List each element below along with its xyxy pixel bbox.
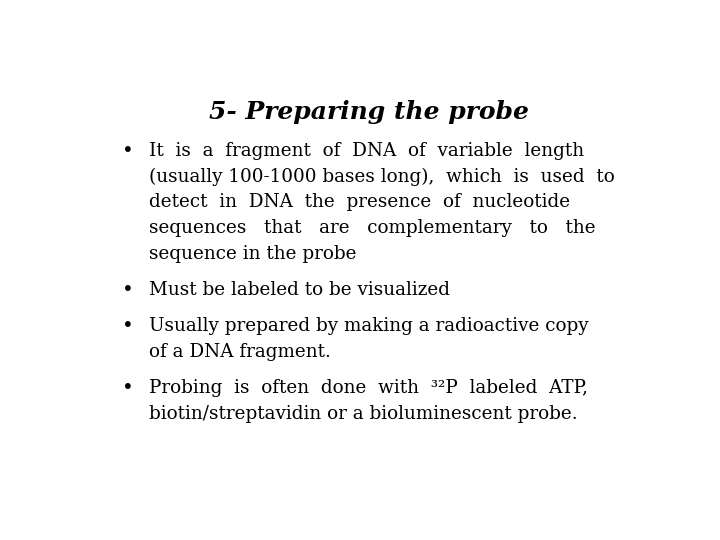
Text: biotin/streptavidin or a bioluminescent probe.: biotin/streptavidin or a bioluminescent … (148, 405, 577, 423)
Text: Must be labeled to be visualized: Must be labeled to be visualized (148, 281, 449, 299)
Text: It  is  a  fragment  of  DNA  of  variable  length: It is a fragment of DNA of variable leng… (148, 141, 584, 160)
Text: Usually prepared by making a radioactive copy: Usually prepared by making a radioactive… (148, 317, 588, 335)
Text: Probing  is  often  done  with  ³²P  labeled  ATP,: Probing is often done with ³²P labeled A… (148, 379, 588, 397)
Text: •: • (122, 317, 134, 336)
Text: detect  in  DNA  the  presence  of  nucleotide: detect in DNA the presence of nucleotide (148, 193, 570, 211)
Text: of a DNA fragment.: of a DNA fragment. (148, 343, 330, 361)
Text: (usually 100-1000 bases long),  which  is  used  to: (usually 100-1000 bases long), which is … (148, 167, 614, 186)
Text: 5- Preparing the probe: 5- Preparing the probe (209, 100, 529, 124)
Text: •: • (122, 141, 134, 161)
Text: sequences   that   are   complementary   to   the: sequences that are complementary to the (148, 219, 595, 237)
Text: •: • (122, 379, 134, 398)
Text: sequence in the probe: sequence in the probe (148, 245, 356, 263)
Text: •: • (122, 281, 134, 300)
